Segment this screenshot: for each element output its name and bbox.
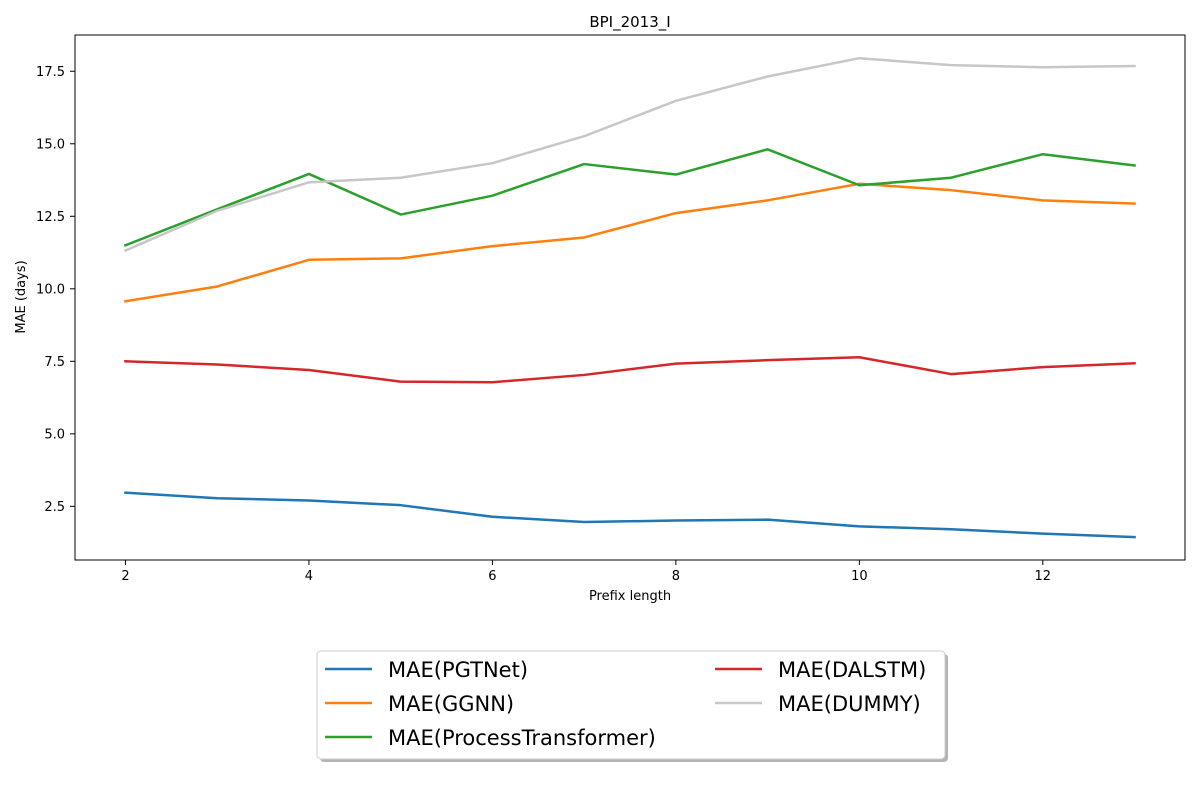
chart-title: BPI_2013_I <box>589 13 670 32</box>
x-tick-label: 12 <box>1035 569 1052 584</box>
y-axis-ticks: 2.5 5.0 7.5 10.0 12.5 15.0 17.5 <box>36 65 75 515</box>
series-layer <box>123 56 1136 539</box>
series-line-3 <box>124 356 1136 384</box>
legend-entries: MAE(PGTNet) MAE(GGNN) MAE(ProcessTransform… <box>325 658 926 750</box>
plot-area-frame <box>74 34 1186 561</box>
legend: MAE(PGTNet) MAE(GGNN) MAE(ProcessTransform… <box>316 650 948 762</box>
y-tick-label: 2.5 <box>44 500 65 515</box>
y-tick-label: 12.5 <box>36 210 65 225</box>
x-axis-ticks: 2 4 6 8 10 12 <box>121 560 1051 584</box>
series-line-2 <box>123 148 1136 247</box>
legend-label-1: MAE(GGNN) <box>388 692 514 716</box>
y-tick-label: 15.0 <box>36 137 65 152</box>
x-tick-label: 10 <box>851 569 868 584</box>
x-tick-label: 6 <box>488 569 496 584</box>
y-tick-label: 17.5 <box>36 65 65 80</box>
legend-label-0: MAE(PGTNet) <box>388 658 528 682</box>
legend-label-4: MAE(DUMMY) <box>778 692 921 716</box>
legend-label-3: MAE(DALSTM) <box>778 658 926 682</box>
x-axis-label: Prefix length <box>589 589 671 604</box>
legend-label-2: MAE(ProcessTransformer) <box>388 726 656 750</box>
y-tick-label: 7.5 <box>44 355 65 370</box>
x-tick-label: 8 <box>672 569 680 584</box>
series-line-1 <box>124 182 1136 303</box>
y-tick-label: 5.0 <box>44 427 65 442</box>
y-tick-label: 10.0 <box>36 282 65 297</box>
legend-box <box>316 650 946 760</box>
y-axis-label: MAE (days) <box>14 260 29 333</box>
series-line-4 <box>123 56 1136 253</box>
x-tick-label: 2 <box>121 569 129 584</box>
series-line-0 <box>124 491 1136 539</box>
x-tick-label: 4 <box>305 569 313 584</box>
